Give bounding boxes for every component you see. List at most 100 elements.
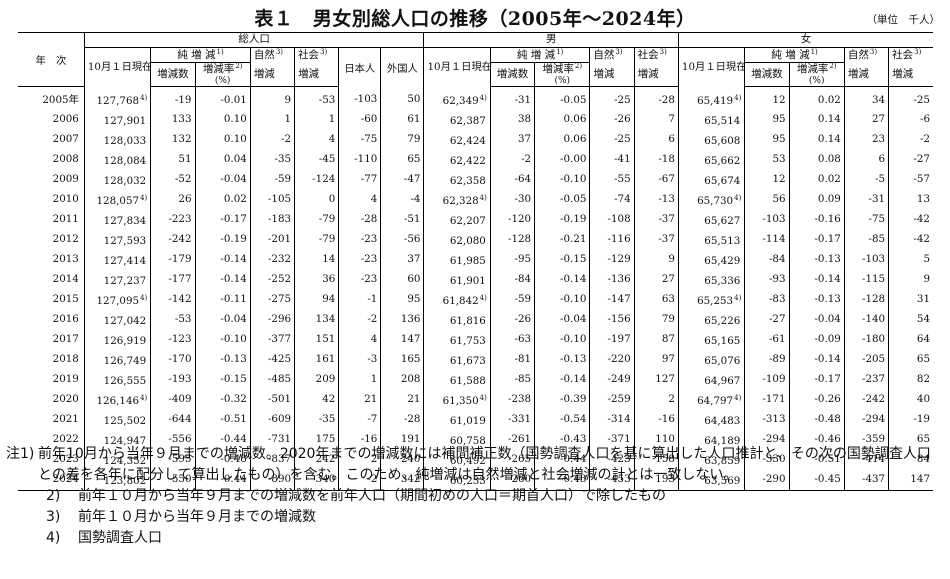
cell-m-nc: -64	[489, 169, 535, 190]
cell-value: -0.14	[220, 273, 247, 286]
cell-value: 128,057	[96, 194, 140, 207]
note-4: 4) 国勢調査人口	[6, 528, 941, 549]
cell-value: -25	[614, 93, 631, 106]
cell-f-nat: -128	[843, 289, 889, 310]
cell-m-nr: -0.54	[534, 409, 590, 430]
cell-t-nat: -201	[249, 229, 295, 250]
cell-f-nc: -61	[744, 329, 790, 350]
cell-value: -265	[507, 453, 532, 466]
cell-t-nr: -0.10	[194, 329, 251, 350]
notes: 注1) 前年10月から当年９月までの増減数。2020年までの増減数には補間補正数（…	[6, 444, 941, 549]
cell-value: 127,414	[103, 254, 147, 267]
header-total-social-change: 増減	[294, 62, 339, 88]
cell-value: 9	[284, 93, 292, 106]
cell-value: 2	[668, 393, 675, 406]
cell-t-nat: -377	[249, 329, 295, 350]
cell-m-pop: 61,673	[423, 349, 491, 370]
cell-f-soc: -27	[888, 149, 933, 170]
footnote-mark: 4)	[734, 193, 742, 202]
cell-value: -260	[507, 473, 532, 486]
cell-value: -67	[658, 173, 675, 186]
cell-value: 0.06	[563, 133, 587, 146]
cell-t-jp: -7	[338, 409, 381, 430]
cell-value: -0.17	[814, 373, 841, 386]
header-female-natural-change: 増減	[843, 62, 889, 88]
cell-t-nr: 0.10	[194, 109, 251, 130]
cell-t-soc: 209	[294, 369, 339, 390]
cell-t-soc: 14	[294, 249, 339, 270]
header-male-natural: 自然3)	[589, 47, 635, 63]
cell-m-pop: 60,758	[423, 429, 491, 450]
cell-t-pop: 126,1464)	[83, 389, 151, 410]
cell-t-fr: 61	[380, 109, 424, 130]
cell-value: 53	[772, 153, 786, 166]
cell-m-soc: 97	[633, 349, 679, 370]
header-rate-unit: (%)	[554, 76, 571, 87]
cell-value: -27	[768, 313, 786, 326]
cell-value: 1	[328, 113, 336, 126]
cell-value: -2	[521, 153, 532, 166]
cell-f-nr: -0.17	[788, 229, 845, 250]
note-3-num: 3)	[46, 509, 61, 525]
cell-value: -56	[403, 233, 421, 246]
cell-t-nr: -0.17	[194, 209, 251, 230]
cell-value: -18	[658, 153, 675, 166]
cell-t-pop: 126,919	[83, 329, 151, 350]
cell-value: -275	[267, 293, 292, 306]
cell-m-nc: -85	[489, 369, 535, 390]
cell-value: -51	[403, 213, 421, 226]
cell-t-nat: -485	[249, 369, 295, 390]
cell-f-nc: -89	[744, 349, 790, 370]
cell-value: -142	[168, 293, 192, 306]
table-row: 2015 127,0954) -142 -0.11 -275 94 -1 95 61,8424)…	[18, 289, 933, 310]
cell-m-pop: 61,816	[423, 309, 491, 330]
cell-t-pop: 128,033	[83, 129, 151, 150]
cell-f-nr: 0.14	[788, 109, 845, 130]
cell-value: 9	[668, 253, 675, 266]
cell-value: -0.13	[560, 353, 587, 366]
cell-value: -237	[861, 373, 886, 386]
cell-value: -116	[607, 233, 631, 246]
cell-value: -128	[861, 293, 886, 306]
table-row: 2010 128,0574) 26 0.02 -105 0 4 -4 62,3284) -30 -0…	[18, 189, 933, 210]
cell-t-jp: -2	[338, 469, 381, 491]
fn-mark: 1)	[216, 47, 224, 56]
header-total-net: 純 増 減1)	[150, 47, 251, 63]
cell-t-nat: 1	[249, 109, 295, 130]
cell-m-nc: -81	[489, 349, 535, 370]
cell-m-nc: -331	[489, 409, 535, 430]
cell-value: 127,901	[103, 114, 147, 127]
cell-f-nc: 95	[744, 129, 790, 150]
cell-value: 0.10	[223, 133, 247, 146]
footnote-mark: 4)	[734, 393, 742, 402]
header-male-social: 社会3)	[633, 47, 679, 63]
cell-value: 125,502	[103, 414, 147, 427]
cell-value: -19	[174, 93, 192, 106]
cell-year: 2008	[18, 150, 84, 170]
cell-value: 133	[171, 113, 192, 126]
cell-f-nat: 34	[843, 86, 889, 110]
cell-value: 61,753	[449, 334, 486, 347]
cell-value: 56	[772, 193, 786, 206]
cell-value: 2022	[52, 433, 79, 446]
cell-value: -550	[168, 473, 192, 486]
cell-t-pop: 127,834	[83, 209, 151, 230]
cell-value: 61,816	[449, 314, 486, 327]
cell-value: 2012	[52, 233, 79, 246]
cell-value: 2023	[52, 453, 79, 466]
cell-f-soc: 9	[888, 269, 933, 290]
cell-m-soc: -28	[633, 86, 679, 110]
cell-value: -0.44	[220, 433, 247, 446]
cell-value: -453	[607, 473, 631, 486]
cell-m-nr: -0.10	[534, 329, 590, 350]
cell-value: -89	[768, 353, 786, 366]
header-total-pop-text: 10月１日現在人口	[87, 60, 151, 73]
note-2-text: 前年１０月から当年９月までの増減数を前年人口（期間初めの人口＝期首人口）で除した…	[78, 488, 666, 504]
cell-value: -171	[762, 393, 786, 406]
cell-t-pop: 127,237	[83, 269, 151, 290]
cell-value: -28	[658, 93, 675, 106]
cell-value: 128,032	[103, 174, 147, 187]
cell-f-nr: -0.14	[788, 269, 845, 290]
cell-m-nr: -0.39	[534, 389, 590, 410]
cell-year: 2015	[18, 290, 84, 310]
